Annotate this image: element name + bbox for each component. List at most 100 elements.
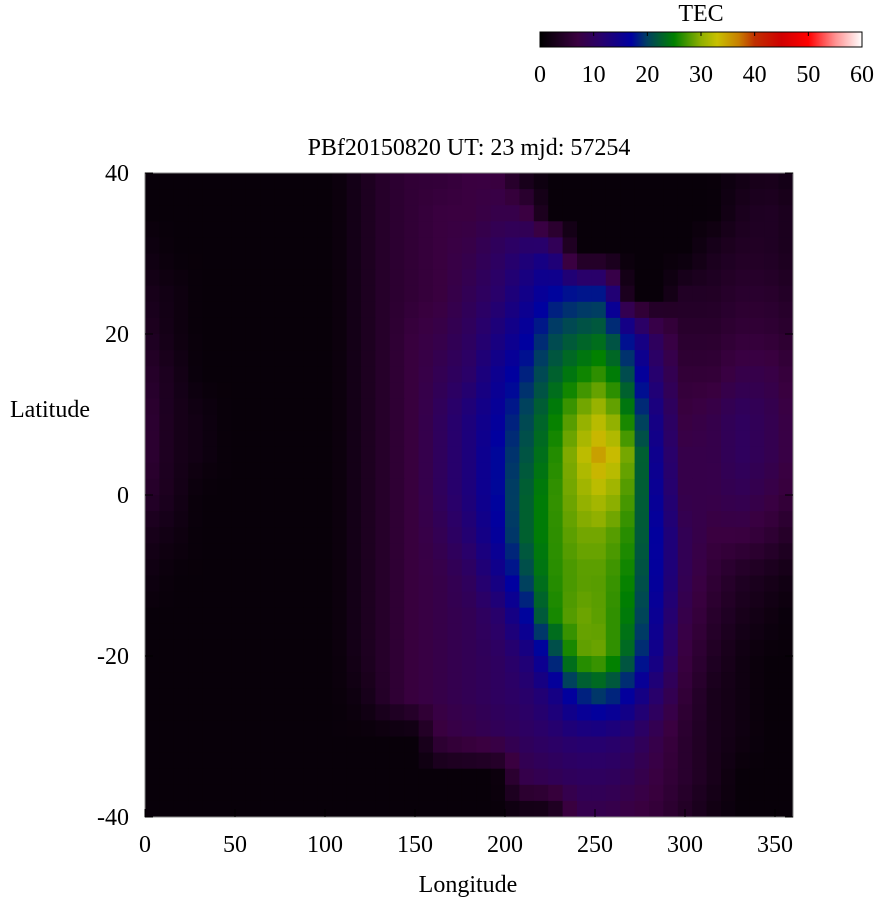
heatmap-cell xyxy=(217,656,232,673)
heatmap-cell xyxy=(749,301,765,319)
heatmap-cell xyxy=(505,189,520,206)
heatmap-cell xyxy=(533,446,549,464)
heatmap-cell xyxy=(706,430,722,448)
heatmap-cell xyxy=(692,688,708,705)
heatmap-cell xyxy=(447,205,463,222)
heatmap-cell xyxy=(706,189,722,206)
heatmap-cell xyxy=(649,704,664,721)
heatmap-cell xyxy=(375,366,391,383)
heatmap-cell xyxy=(620,478,636,496)
y-tick-label: -20 xyxy=(97,644,129,670)
heatmap-cell xyxy=(735,462,751,480)
colorbar-tick-label: 10 xyxy=(582,62,606,88)
heatmap-cell xyxy=(346,607,362,625)
heatmap-cell xyxy=(231,366,247,383)
heatmap-cell xyxy=(188,205,204,222)
heatmap-cell xyxy=(721,704,736,721)
heatmap-cell xyxy=(735,221,751,238)
heatmap-cell xyxy=(519,768,535,786)
heatmap-cell xyxy=(418,398,434,415)
heatmap-cell xyxy=(289,591,304,609)
heatmap-cell xyxy=(145,253,160,271)
heatmap-cell xyxy=(245,317,261,335)
heatmap-cell xyxy=(677,607,693,625)
heatmap-cell xyxy=(303,623,319,641)
heatmap-cell xyxy=(303,414,319,432)
heatmap-cell xyxy=(389,511,405,528)
heatmap-cell xyxy=(389,173,405,190)
heatmap-cell xyxy=(692,317,708,335)
heatmap-cell xyxy=(245,511,261,528)
heatmap-cell xyxy=(433,221,448,238)
heatmap-cell xyxy=(634,173,650,190)
heatmap-cell xyxy=(346,189,362,206)
heatmap-cell xyxy=(375,301,391,319)
heatmap-cell xyxy=(706,543,722,560)
heatmap-cell xyxy=(649,350,664,367)
heatmap-cell xyxy=(433,607,448,625)
heatmap-cell xyxy=(389,366,405,383)
heatmap-cell xyxy=(217,269,232,287)
heatmap-cell xyxy=(591,317,607,335)
heatmap-cell xyxy=(274,672,290,689)
heatmap-cell xyxy=(490,527,506,544)
heatmap-cell xyxy=(533,784,549,802)
heatmap-cell xyxy=(389,334,405,351)
heatmap-cell xyxy=(461,607,477,625)
heatmap-cell xyxy=(447,366,463,383)
heatmap-cell xyxy=(332,334,348,351)
heatmap-cell xyxy=(634,253,650,271)
heatmap-cell xyxy=(505,511,520,528)
heatmap-cell xyxy=(418,366,434,383)
heatmap-cell xyxy=(188,334,204,351)
heatmap-cell xyxy=(562,462,578,480)
heatmap-cell xyxy=(418,543,434,560)
heatmap-cell xyxy=(173,301,189,319)
heatmap-cell xyxy=(188,736,204,754)
heatmap-cell xyxy=(548,559,564,576)
heatmap-cell xyxy=(260,269,276,287)
heatmap-cell xyxy=(245,639,261,657)
heatmap-cell xyxy=(519,672,535,689)
heatmap-cell xyxy=(620,688,636,705)
heatmap-cell xyxy=(721,173,736,190)
heatmap-cell xyxy=(591,301,607,319)
heatmap-cell xyxy=(188,269,204,287)
heatmap-cell xyxy=(663,623,679,641)
heatmap-cell xyxy=(303,511,319,528)
heatmap-cell xyxy=(447,623,463,641)
heatmap-cell xyxy=(764,639,780,657)
heatmap-cell xyxy=(332,350,348,367)
heatmap-cell xyxy=(202,366,218,383)
heatmap-cell xyxy=(231,398,247,415)
heatmap-cell xyxy=(433,672,448,689)
heatmap-cell xyxy=(389,639,405,657)
heatmap-cell xyxy=(591,269,607,287)
heatmap-cell xyxy=(620,301,636,319)
heatmap-cell xyxy=(159,704,175,721)
heatmap-cell xyxy=(591,768,607,786)
heatmap-cell xyxy=(375,189,391,206)
heatmap-cell xyxy=(375,205,391,222)
heatmap-cell xyxy=(418,446,434,464)
heatmap-cell xyxy=(577,350,592,367)
heatmap-cell xyxy=(634,189,650,206)
heatmap-cell xyxy=(433,189,448,206)
heatmap-cell xyxy=(548,269,564,287)
heatmap-cell xyxy=(620,205,636,222)
heatmap-cell xyxy=(634,704,650,721)
heatmap-cell xyxy=(577,623,592,641)
heatmap-cell xyxy=(461,511,477,528)
heatmap-cell xyxy=(145,575,160,593)
heatmap-cell xyxy=(447,301,463,319)
heatmap-cell xyxy=(692,430,708,448)
heatmap-cell xyxy=(173,382,189,399)
heatmap-cell xyxy=(433,543,448,560)
heatmap-cell xyxy=(663,205,679,222)
heatmap-cell xyxy=(577,575,592,593)
heatmap-cell xyxy=(778,462,794,480)
heatmap-cell xyxy=(490,221,506,238)
heatmap-cell xyxy=(346,414,362,432)
heatmap-cell xyxy=(735,495,751,512)
